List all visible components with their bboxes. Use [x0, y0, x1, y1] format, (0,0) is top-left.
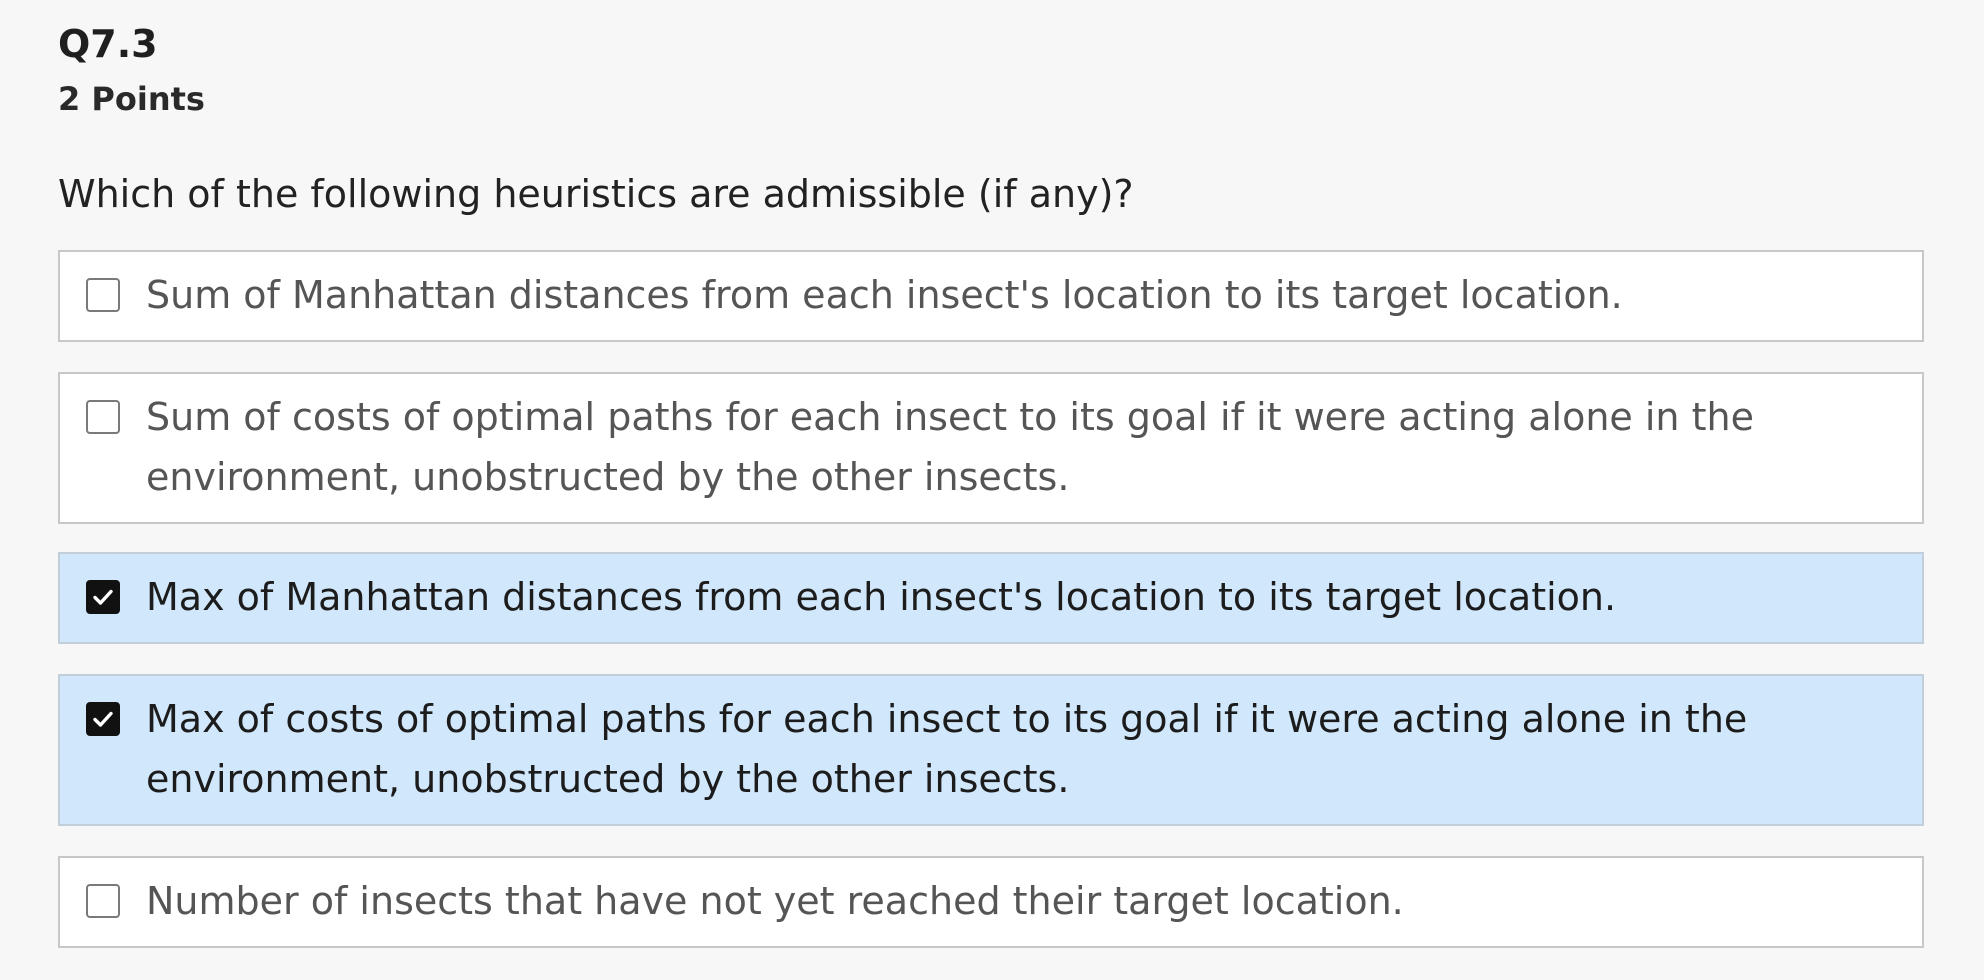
option-1-label: Sum of Manhattan distances from each ins… — [146, 273, 1623, 317]
question-number: Q7.3 — [58, 22, 158, 66]
option-4[interactable]: Max of costs of optimal paths for each i… — [58, 674, 1924, 826]
option-3-label: Max of Manhattan distances from each ins… — [146, 575, 1617, 619]
checkmark-icon — [93, 711, 113, 727]
question-points: 2 Points — [58, 80, 205, 118]
option-2[interactable]: Sum of costs of optimal paths for each i… — [58, 372, 1924, 524]
question-prompt: Which of the following heuristics are ad… — [58, 172, 1134, 216]
option-5-checkbox[interactable] — [86, 884, 120, 918]
option-4-checkbox[interactable] — [86, 702, 120, 736]
option-3[interactable]: Max of Manhattan distances from each ins… — [58, 552, 1924, 644]
option-2-checkbox[interactable] — [86, 400, 120, 434]
option-5[interactable]: Number of insects that have not yet reac… — [58, 856, 1924, 948]
option-1-checkbox[interactable] — [86, 278, 120, 312]
option-2-label: Sum of costs of optimal paths for each i… — [146, 395, 1754, 499]
option-5-label: Number of insects that have not yet reac… — [146, 879, 1404, 923]
option-4-label: Max of costs of optimal paths for each i… — [146, 697, 1748, 801]
option-3-checkbox[interactable] — [86, 580, 120, 614]
option-1[interactable]: Sum of Manhattan distances from each ins… — [58, 250, 1924, 342]
checkmark-icon — [93, 589, 113, 605]
